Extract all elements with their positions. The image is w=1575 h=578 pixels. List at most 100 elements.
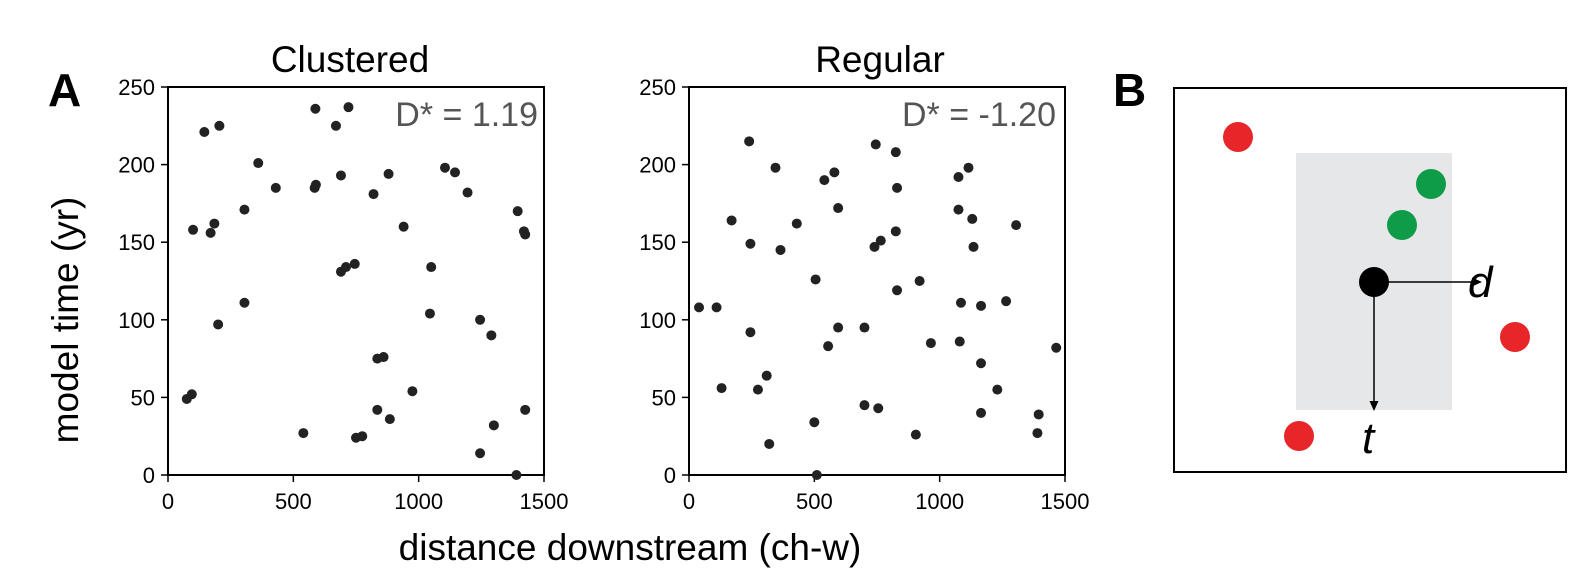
data-point bbox=[383, 168, 394, 179]
data-point bbox=[511, 470, 522, 480]
x-tick-label: 0 bbox=[162, 489, 174, 514]
axis-ticks: 0 500 1000 1500 0 50 100 150 200 250 bbox=[639, 75, 1089, 514]
data-point bbox=[810, 274, 821, 285]
data-point bbox=[809, 417, 820, 428]
panel-label-b: B bbox=[1113, 64, 1146, 116]
data-point bbox=[343, 102, 354, 113]
data-point bbox=[716, 383, 727, 394]
axis-ticks: 0 500 1000 1500 0 50 100 150 200 250 bbox=[118, 75, 568, 514]
data-point bbox=[462, 187, 473, 198]
x-tick-label: 0 bbox=[683, 489, 695, 514]
data-point bbox=[340, 262, 351, 273]
data-point bbox=[870, 139, 881, 150]
data-point bbox=[209, 218, 220, 229]
data-point bbox=[954, 336, 965, 347]
chart-regular: Regular D* = -1.20 0 500 1000 1500 0 50 100 150… bbox=[639, 39, 1089, 514]
data-point bbox=[770, 162, 781, 173]
data-point bbox=[976, 358, 987, 369]
data-point bbox=[1011, 220, 1022, 231]
data-point bbox=[378, 352, 389, 363]
data-point bbox=[953, 172, 964, 183]
statistic-annotation: D* = 1.19 bbox=[395, 96, 538, 134]
time-label: t bbox=[1362, 414, 1376, 463]
data-point bbox=[475, 448, 486, 459]
focal-point bbox=[1359, 267, 1389, 297]
data-point bbox=[890, 147, 901, 158]
data-point bbox=[270, 182, 281, 193]
data-point bbox=[914, 276, 925, 286]
data-point bbox=[976, 407, 987, 418]
outside-point bbox=[1223, 122, 1253, 152]
chart-clustered: Clustered D* = 1.19 0 500 1000 1500 0 50 100 15… bbox=[118, 39, 568, 514]
data-point bbox=[512, 206, 523, 217]
y-tick-label: 150 bbox=[118, 230, 155, 255]
data-point bbox=[349, 258, 360, 269]
data-point bbox=[486, 330, 497, 341]
schematic-diagram: d t bbox=[1173, 87, 1567, 473]
data-point bbox=[811, 470, 822, 480]
data-point bbox=[298, 428, 309, 439]
data-point bbox=[711, 302, 722, 313]
data-point bbox=[955, 297, 966, 308]
data-point bbox=[892, 182, 903, 193]
x-tick-label: 1000 bbox=[394, 489, 443, 514]
x-axis-label: distance downstream (ch-w) bbox=[399, 527, 862, 568]
data-point bbox=[745, 238, 756, 249]
x-tick-label: 1500 bbox=[1041, 489, 1090, 514]
data-point bbox=[963, 162, 974, 173]
y-tick-label: 200 bbox=[118, 153, 155, 178]
data-points bbox=[181, 102, 531, 480]
data-point bbox=[330, 120, 341, 131]
y-tick-label: 50 bbox=[652, 385, 676, 410]
data-point bbox=[213, 319, 224, 330]
outside-point bbox=[1500, 322, 1530, 352]
data-point bbox=[1001, 296, 1012, 307]
data-point bbox=[953, 204, 964, 215]
data-point bbox=[188, 224, 199, 235]
y-axis-label: model time (yr) bbox=[45, 197, 86, 444]
data-point bbox=[372, 404, 383, 415]
data-point bbox=[752, 384, 763, 395]
data-point bbox=[819, 175, 830, 186]
data-point bbox=[829, 167, 840, 178]
data-point bbox=[775, 244, 786, 255]
data-points bbox=[694, 136, 1062, 480]
plot-frame bbox=[167, 86, 545, 476]
distance-label: d bbox=[1468, 258, 1494, 307]
data-point bbox=[859, 322, 870, 333]
data-point bbox=[335, 170, 346, 181]
data-point bbox=[253, 158, 264, 169]
data-point bbox=[745, 327, 756, 338]
data-point bbox=[1032, 428, 1043, 439]
data-point bbox=[823, 341, 834, 352]
data-point bbox=[1051, 342, 1062, 353]
chart-title: Regular bbox=[815, 39, 945, 80]
data-point bbox=[426, 262, 437, 273]
y-tick-label: 50 bbox=[131, 385, 155, 410]
data-point bbox=[976, 300, 987, 311]
neighbor-point bbox=[1416, 169, 1446, 199]
data-point bbox=[925, 338, 936, 349]
statistic-annotation: D* = -1.20 bbox=[902, 96, 1056, 134]
x-tick-label: 500 bbox=[796, 489, 833, 514]
panel-label-a: A bbox=[48, 64, 81, 116]
data-point bbox=[968, 241, 979, 252]
x-tick-label: 500 bbox=[275, 489, 312, 514]
time-arrow bbox=[1369, 282, 1379, 411]
data-point bbox=[310, 103, 321, 114]
data-point bbox=[833, 322, 844, 333]
data-point bbox=[875, 235, 886, 246]
data-point bbox=[439, 162, 450, 173]
x-tick-label: 1500 bbox=[520, 489, 569, 514]
data-point bbox=[398, 221, 409, 232]
data-point bbox=[520, 229, 531, 240]
data-point bbox=[967, 213, 978, 224]
data-point bbox=[475, 314, 486, 325]
y-tick-label: 250 bbox=[118, 75, 155, 100]
data-point bbox=[859, 400, 870, 411]
data-point bbox=[890, 226, 901, 237]
data-point bbox=[186, 389, 197, 400]
data-point bbox=[764, 438, 775, 449]
data-point bbox=[384, 414, 395, 425]
data-point bbox=[239, 204, 250, 215]
